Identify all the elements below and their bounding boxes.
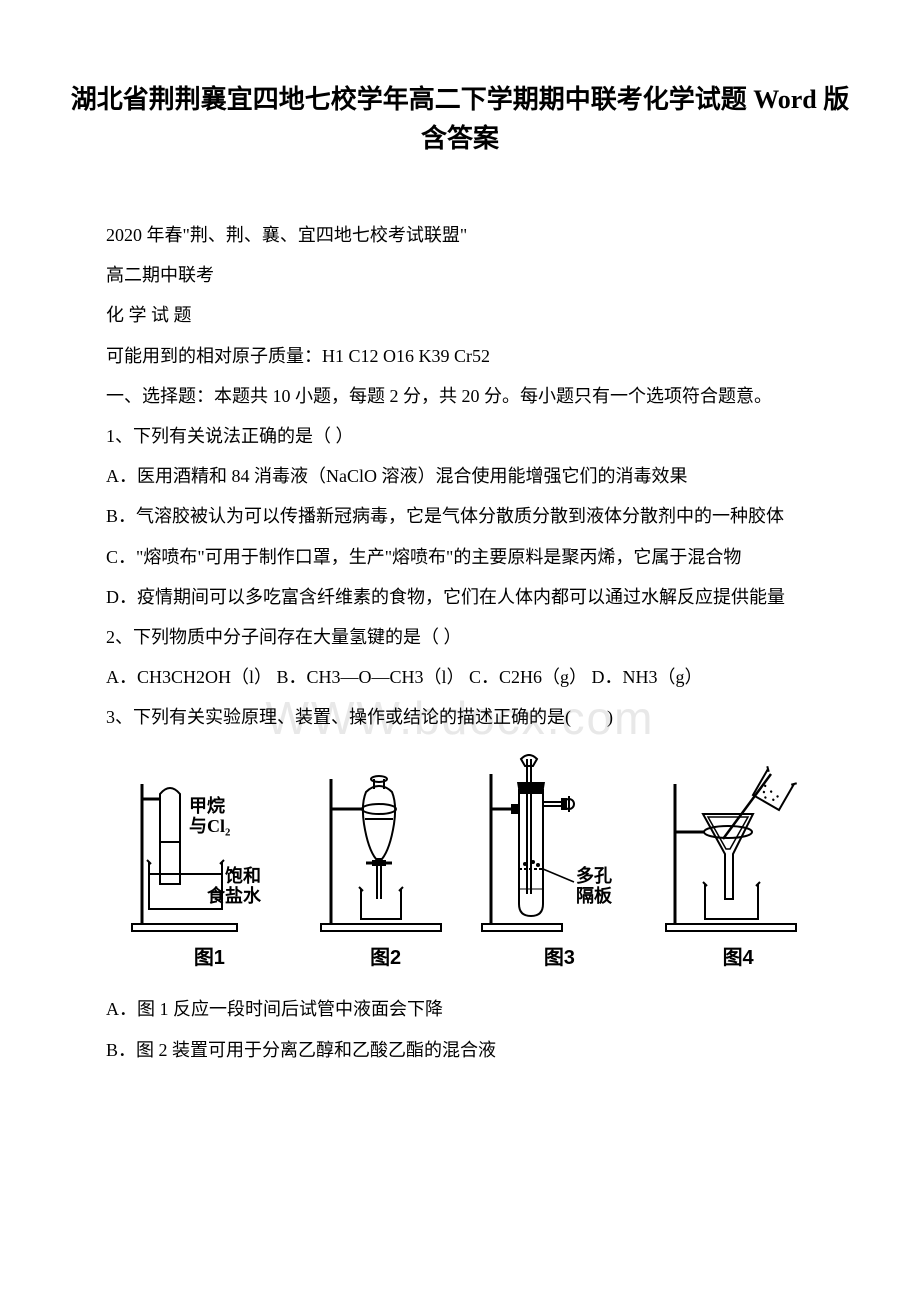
q3-option-b: B．图 2 装置可用于分离乙醇和乙酸乙酯的混合液 [70,1033,850,1067]
header-line-3: 化 学 试 题 [70,298,850,332]
figure-4-svg [663,754,813,934]
document-title: 湖北省荆荆襄宜四地七校学年高二下学期期中联考化学试题 Word 版含答案 [70,80,850,158]
q1-option-c: C．"熔喷布"可用于制作口罩，生产"熔喷布"的主要原料是聚丙烯，它属于混合物 [70,540,850,574]
figure-3: 多孔 隔板 图3 [479,754,639,977]
q1-option-a: A．医用酒精和 84 消毒液（NaClO 溶液）混合使用能增强它们的消毒效果 [70,459,850,493]
svg-text:食盐水: 食盐水 [206,885,262,906]
q3-stem: 3、下列有关实验原理、装置、操作或结论的描述正确的是( ) [70,700,850,734]
header-line-1: 2020 年春"荆、荆、襄、宜四地七校考试联盟" [70,218,850,252]
svg-text:甲烷: 甲烷 [189,795,225,816]
figures-row: 甲烷 与Cl₂ 饱和 食盐水 图1 [120,754,820,977]
figure-2: 图2 [316,754,456,977]
q1-option-b: B．气溶胶被认为可以传播新冠病毒，它是气体分散质分散到液体分散剂中的一种胶体 [70,499,850,533]
atomic-mass-line: 可能用到的相对原子质量：H1 C12 O16 K39 Cr52 [70,339,850,373]
header-line-2: 高二期中联考 [70,258,850,292]
figure-4-label: 图4 [723,939,754,977]
q2-options: A．CH3CH2OH（l） B．CH3—O—CH3（l） C．C2H6（g） D… [70,660,850,694]
q2-stem: 2、下列物质中分子间存在大量氢键的是（ ） [70,620,850,654]
section-1-header: 一、选择题：本题共 10 小题，每题 2 分，共 20 分。每小题只有一个选项符… [70,379,850,413]
figure-1: 甲烷 与Cl₂ 饱和 食盐水 图1 [127,754,292,977]
figure-1-svg: 甲烷 与Cl₂ 饱和 食盐水 [127,754,292,934]
q1-stem: 1、下列有关说法正确的是（ ） [70,419,850,453]
q1-option-d: D．疫情期间可以多吃富含纤维素的食物，它们在人体内都可以通过水解反应提供能量 [70,580,850,614]
svg-text:饱和: 饱和 [225,865,261,886]
figure-1-label: 图1 [194,939,225,977]
q3-option-a: A．图 1 反应一段时间后试管中液面会下降 [70,992,850,1026]
svg-text:多孔: 多孔 [576,865,612,886]
figure-2-svg [316,754,456,934]
figure-3-svg: 多孔 隔板 [479,754,639,934]
figure-3-label: 图3 [544,939,575,977]
svg-text:隔板: 隔板 [576,885,613,906]
svg-text:与Cl₂: 与Cl₂ [189,816,230,836]
figure-2-label: 图2 [370,939,401,977]
figure-4: 图4 [663,754,813,977]
